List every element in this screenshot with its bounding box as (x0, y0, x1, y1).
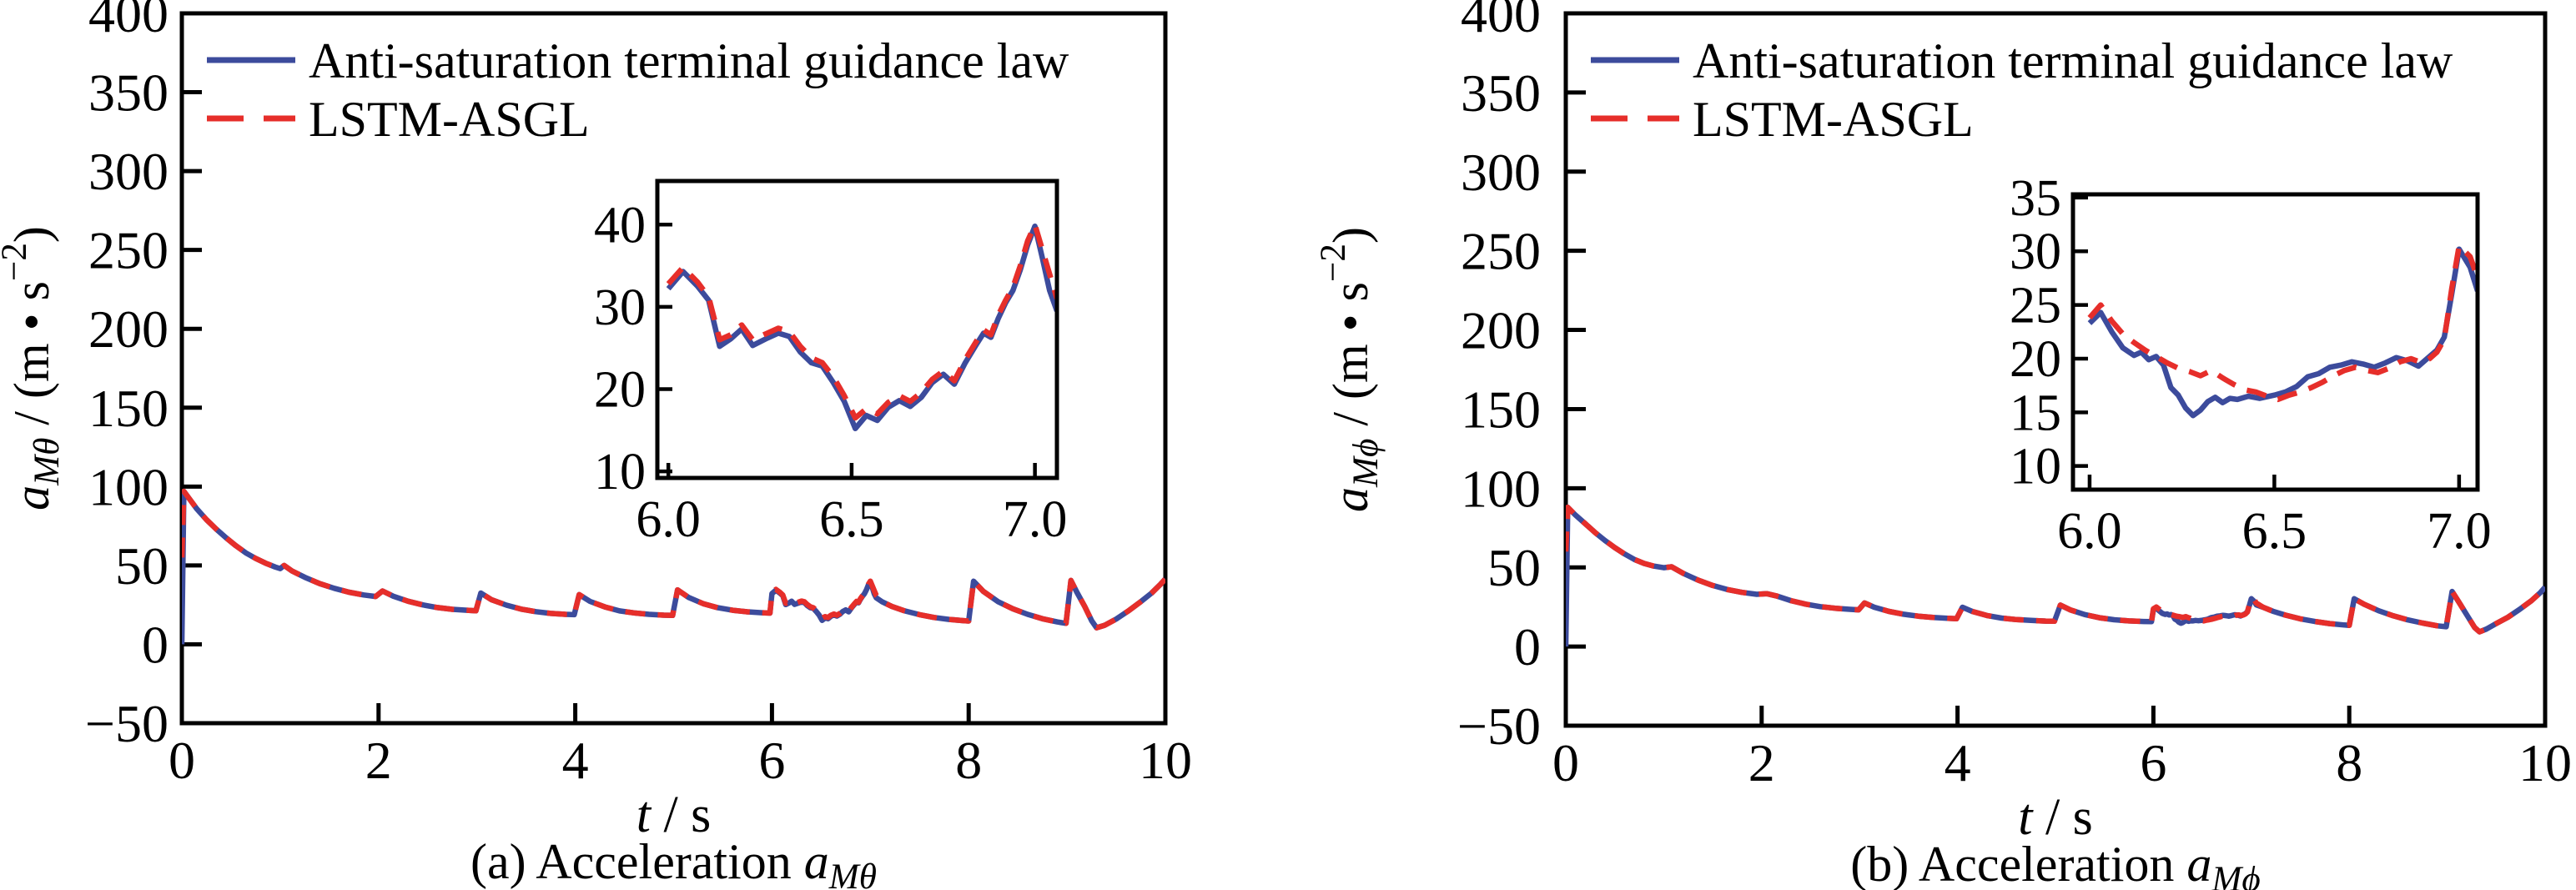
inset-x-tick-label: 7.0 (2427, 503, 2492, 560)
inset-y-tick-label: 25 (2010, 278, 2061, 334)
plot-frame (179, 11, 1168, 726)
y-tick-label: 300 (88, 142, 169, 201)
y-tick-label: 250 (88, 221, 169, 280)
y-axis-label: aMθ / (m • s−2) (0, 226, 67, 510)
y-tick-label: 50 (1487, 538, 1541, 597)
x-tick-label: 6 (2140, 733, 2166, 792)
x-tick-label: 10 (2518, 733, 2572, 792)
y-tick-label: 200 (88, 299, 169, 359)
caption-b: (b) Acceleration aMϕ (1850, 837, 2260, 890)
inset-y-tick-label: 40 (594, 197, 646, 254)
x-tick-label: 10 (1139, 731, 1192, 790)
x-axis-label: t / s (636, 787, 712, 843)
inset-y-tick-label: 15 (2010, 385, 2061, 441)
y-tick-label: 300 (1461, 143, 1541, 202)
series-group (1566, 504, 2545, 647)
x-tick-label: 6 (758, 731, 785, 790)
legend: Anti-saturation terminal guidance lawLST… (207, 33, 1069, 147)
inset-y-tick-label: 35 (2010, 170, 2061, 227)
legend: Anti-saturation terminal guidance lawLST… (1591, 33, 2453, 147)
y-tick-label: 0 (1514, 617, 1541, 676)
inset-y-tick-label: 10 (594, 444, 646, 500)
inset-series-anti-saturation (2087, 246, 2478, 419)
inset-x-tick-label: 7.0 (1003, 491, 1068, 548)
y-tick-label: 100 (1461, 459, 1541, 518)
y-tick-label: 150 (88, 379, 169, 438)
y-tick-label: 50 (115, 536, 169, 596)
y-tick-label: 100 (88, 457, 169, 516)
x-tick-label: 8 (2336, 733, 2362, 792)
series-anti-saturation (1566, 504, 2545, 647)
y-tick-label: 250 (1461, 222, 1541, 281)
x-axis-label: t / s (2018, 789, 2093, 846)
inset-y-tick-label: 10 (2010, 439, 2061, 495)
inset: 10 20 30 40 6.0 6.5 7.0 (594, 179, 1068, 548)
inset-series-lstm-asgl (666, 222, 1057, 421)
y-tick-label: −50 (85, 694, 169, 753)
x-tick-label: 8 (955, 731, 982, 790)
x-tick-label: 4 (1945, 733, 1971, 792)
y-tick-label: −50 (1457, 696, 1541, 756)
inset-series-lstm-asgl (2087, 243, 2478, 403)
y-tick-label: 0 (142, 615, 169, 674)
plot-frame (1563, 11, 2548, 728)
y-tick-label: 350 (1461, 63, 1541, 123)
x-tick-label: 0 (1552, 733, 1579, 792)
legend-label: Anti-saturation terminal guidance law (309, 33, 1069, 88)
inset-y-tick-label: 20 (594, 361, 646, 418)
series-group (182, 488, 1165, 645)
caption-a: (a) Acceleration aMθ (470, 834, 877, 890)
x-tick-label: 2 (1748, 733, 1775, 792)
x-tick-label: 2 (365, 731, 392, 790)
inset-x-tick-label: 6.5 (2242, 503, 2307, 560)
y-tick-label: 350 (88, 63, 169, 123)
y-tick-label: 400 (88, 0, 169, 43)
legend-label: LSTM-ASGL (1693, 92, 1974, 147)
inset-x-tick-label: 6.0 (636, 491, 701, 548)
inset-y-tick-label: 30 (2010, 224, 2061, 280)
inset-y-tick-label: 30 (594, 279, 646, 336)
inset-x-tick-label: 6.5 (819, 491, 884, 548)
legend-label: LSTM-ASGL (309, 92, 590, 147)
series-lstm-asgl (1566, 504, 2545, 635)
x-tick-label: 0 (169, 731, 195, 790)
y-tick-label: 150 (1461, 380, 1541, 439)
y-axis-label: aMϕ / (m • s−2) (1314, 227, 1386, 512)
x-tick-label: 4 (562, 731, 589, 790)
inset-series-anti-saturation (666, 223, 1057, 432)
inset-y-tick-label: 20 (2010, 331, 2061, 388)
inset-x-tick-label: 6.0 (2057, 503, 2122, 560)
y-tick-label: 400 (1461, 0, 1541, 43)
y-tick-label: 200 (1461, 301, 1541, 360)
inset-frame (655, 179, 1059, 480)
series-anti-saturation (182, 488, 1165, 645)
legend-label: Anti-saturation terminal guidance law (1693, 33, 2453, 88)
